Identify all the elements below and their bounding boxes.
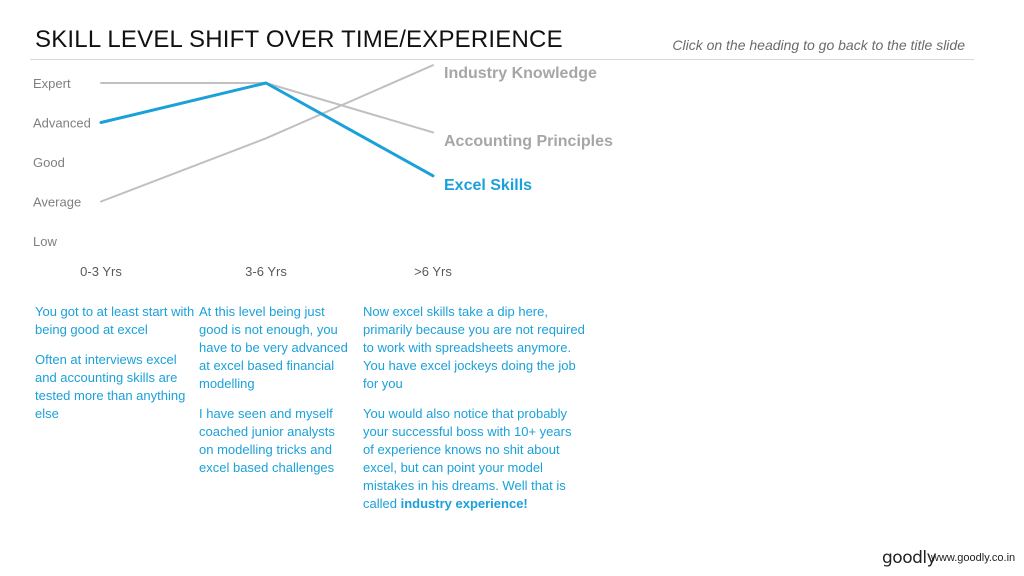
x-axis-label: 3-6 Yrs (245, 264, 287, 279)
series-line (100, 64, 434, 203)
column-paragraph: Often at interviews excel and accounting… (35, 352, 186, 421)
navigation-hint: Click on the heading to go back to the t… (672, 37, 965, 53)
y-axis-label: Average (33, 195, 81, 210)
series-label: Industry Knowledge (444, 65, 597, 82)
x-axis-label: >6 Yrs (414, 264, 452, 279)
y-axis-label: Low (33, 234, 57, 249)
y-axis-label: Good (33, 155, 65, 170)
column-paragraph: You got to at least start with being goo… (35, 304, 195, 337)
column-paragraph: I have seen and myself coached junior an… (199, 406, 335, 475)
series-label: Accounting Principles (444, 133, 613, 150)
skill-level-chart: Low Average Good Advanced Expert 0-3 Yrs 3-6 Y… (33, 64, 613, 279)
text-column-3-6: At this level being just good is not eno… (199, 303, 351, 489)
series-line (100, 82, 434, 134)
title-divider (30, 59, 974, 60)
y-axis-label: Advanced (33, 116, 91, 131)
text-column-0-3: You got to at least start with being goo… (35, 303, 195, 435)
column-paragraph: Now excel skills take a dip here, primar… (363, 304, 585, 391)
emphasis-text: industry experience! (400, 496, 528, 511)
footer-url[interactable]: www.goodly.co.in (931, 552, 1016, 564)
y-axis-label: Expert (33, 76, 71, 91)
column-paragraph-text: You would also notice that probably your… (363, 406, 572, 511)
column-paragraph: At this level being just good is not eno… (199, 304, 348, 391)
column-paragraph: You would also notice that probably your… (363, 405, 585, 513)
x-axis-label: 0-3 Yrs (80, 264, 122, 279)
slide-title[interactable]: SKILL LEVEL SHIFT OVER TIME/EXPERIENCE (35, 26, 563, 53)
goodly-logo: goodly (882, 548, 937, 568)
series-line (99, 81, 435, 178)
text-column-6-plus: Now excel skills take a dip here, primar… (363, 303, 585, 525)
series-label: Excel Skills (444, 177, 532, 194)
